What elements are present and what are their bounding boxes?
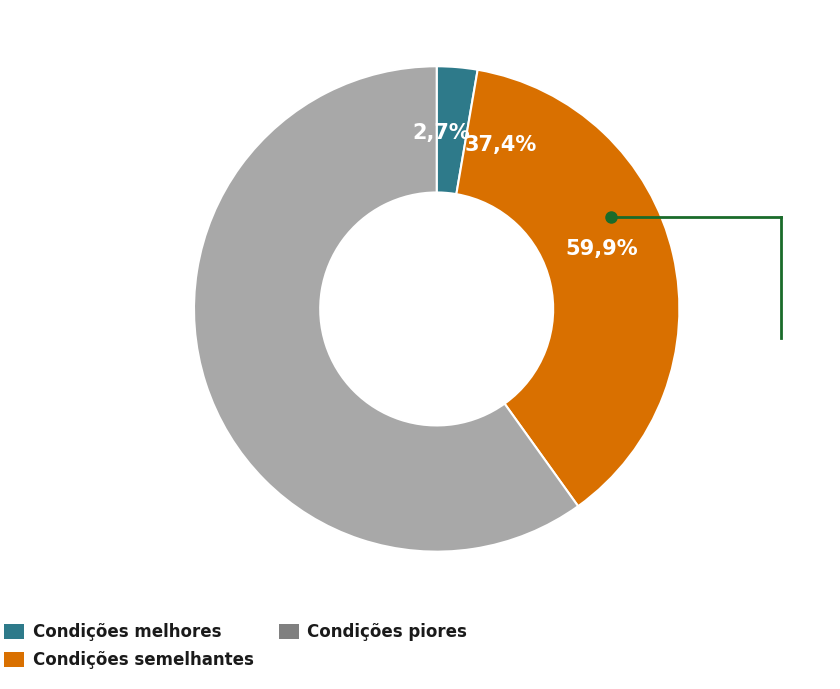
Wedge shape bbox=[456, 70, 680, 506]
Text: 2,7%: 2,7% bbox=[412, 123, 470, 143]
Wedge shape bbox=[194, 66, 578, 552]
Legend: Condições melhores, Condições semelhantes, Condições piores: Condições melhores, Condições semelhante… bbox=[4, 623, 467, 669]
Wedge shape bbox=[437, 66, 478, 194]
Text: 59,9%: 59,9% bbox=[566, 239, 638, 259]
Text: 37,4%: 37,4% bbox=[465, 135, 537, 155]
